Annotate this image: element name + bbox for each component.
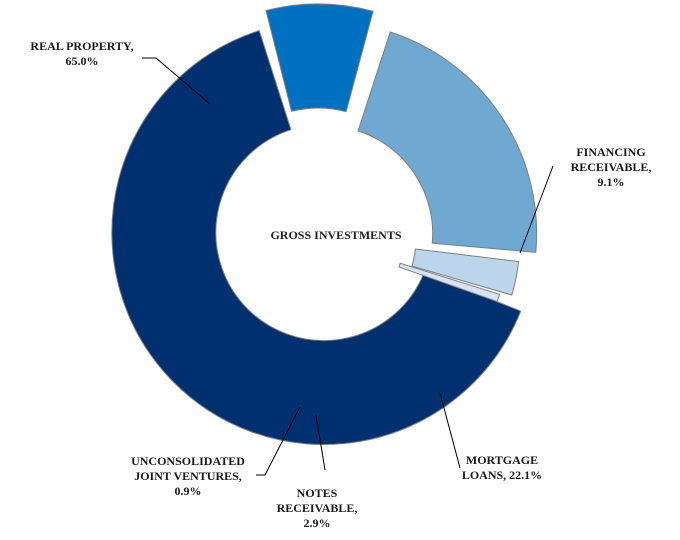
slice-unconsolidated-joint-ventures [398, 262, 501, 303]
leader-line-real-property [142, 57, 211, 105]
label-line: JOINT VENTURES, [134, 469, 242, 483]
label-line: RECEIVABLE, [571, 160, 652, 174]
label-line: 65.0% [66, 54, 99, 68]
label-real-property: REAL PROPERTY, 65.0% [30, 39, 133, 68]
slice-real-property [111, 30, 522, 446]
label-unconsolidated-joint-ventures: UNCONSOLIDATED JOINT VENTURES, 0.9% [131, 454, 245, 498]
label-line: 9.1% [598, 175, 625, 189]
leader-line-mortgage-loans [439, 392, 461, 469]
label-line: RECEIVABLE, [277, 501, 358, 515]
label-line: MORTGAGE [466, 453, 538, 467]
label-line: FINANCING [576, 145, 645, 159]
label-notes-receivable: NOTES RECEIVABLE, 2.9% [277, 486, 358, 530]
donut-slices [111, 3, 538, 446]
slice-notes-receivable [411, 248, 520, 296]
label-line: 0.9% [175, 484, 202, 498]
leader-lines [142, 57, 554, 476]
leader-line-financing-receivable [519, 165, 554, 254]
label-line: REAL PROPERTY, [30, 39, 133, 53]
slice-financing-receivable [265, 3, 374, 113]
slice-labels: REAL PROPERTY, 65.0%FINANCING RECEIVABLE, 9… [30, 39, 651, 530]
label-line: 2.9% [304, 516, 331, 530]
label-line: LOANS, 22.1% [462, 468, 542, 482]
chart-center-title: GROSS INVESTMENTS [270, 228, 401, 242]
leader-line-unconsolidated-joint-ventures [256, 406, 301, 476]
label-line: NOTES [297, 486, 338, 500]
slice-mortgage-loans [357, 31, 538, 253]
leader-line-notes-receivable [315, 414, 326, 471]
label-line: UNCONSOLIDATED [131, 454, 245, 468]
label-mortgage-loans: MORTGAGE LOANS, 22.1% [462, 453, 542, 482]
label-financing-receivable: FINANCING RECEIVABLE, 9.1% [571, 145, 652, 189]
